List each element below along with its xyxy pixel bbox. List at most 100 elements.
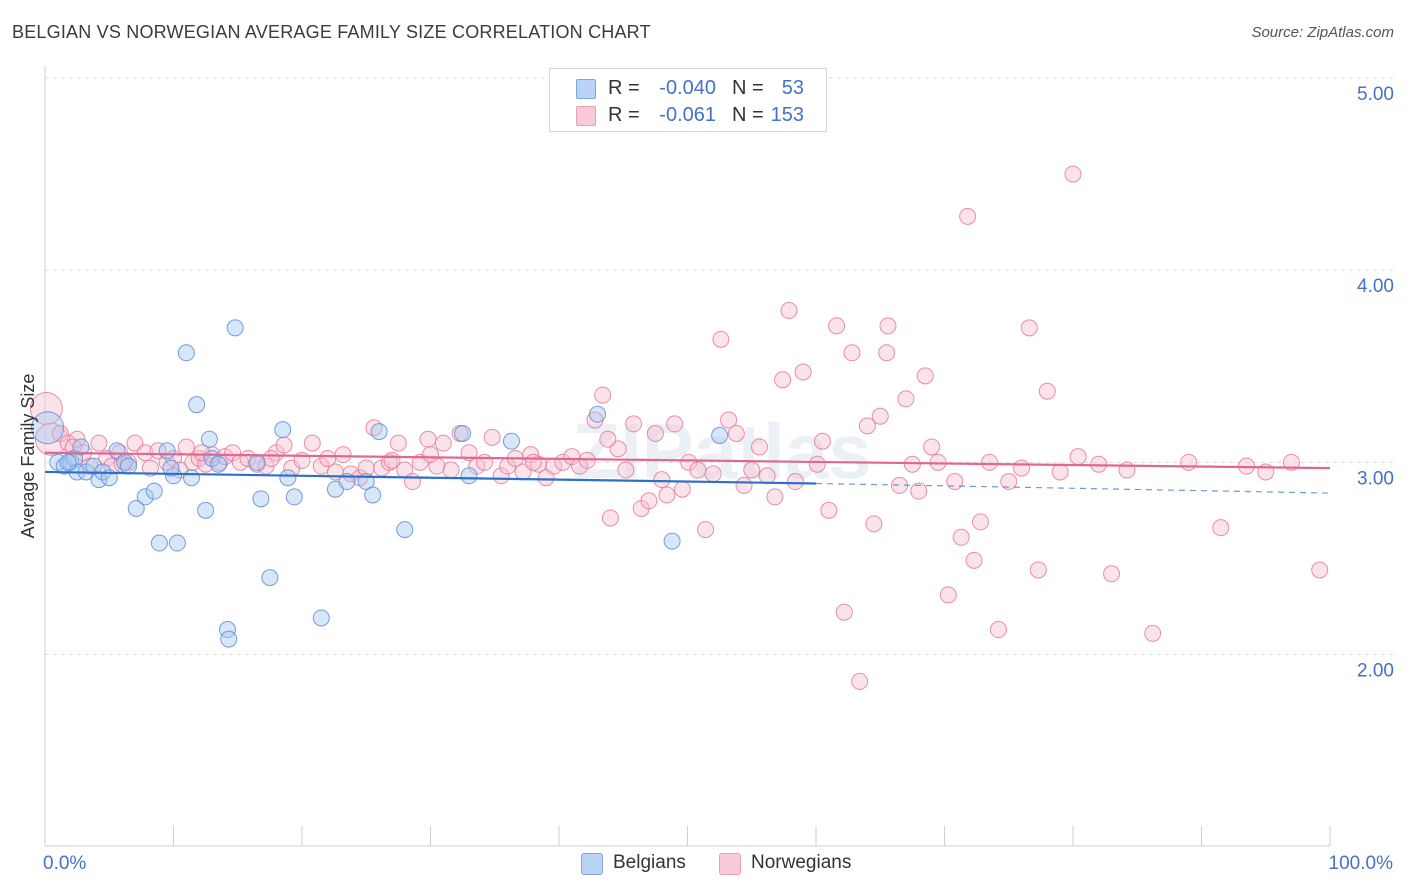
norwegians-point-107 (858, 417, 876, 435)
norwegians-point-148 (262, 449, 280, 467)
norwegians-point-117 (923, 438, 941, 456)
norwegians-point-87 (704, 465, 722, 483)
legend-label: Belgians (613, 852, 686, 873)
norwegians-point-40 (342, 465, 360, 483)
norwegians-trend-line (44, 451, 1331, 470)
belgians-point-24 (188, 396, 206, 414)
belgians-swatch (581, 853, 603, 875)
norwegians-point-39 (334, 446, 352, 464)
norwegians-point-152 (599, 430, 617, 448)
norwegians-point-73 (601, 509, 619, 527)
norwegians-point-85 (689, 461, 707, 479)
norwegians-point-149 (383, 451, 401, 469)
norwegians-point-128 (1013, 459, 1031, 477)
norwegians-point-96 (774, 371, 792, 389)
belgians-point-52 (460, 467, 478, 485)
belgians-point-28 (209, 455, 227, 473)
norwegians-point-140 (1212, 519, 1230, 537)
norwegians-point-45 (380, 453, 398, 471)
norwegians-point-86 (696, 521, 714, 539)
norwegians-point-120 (946, 473, 964, 491)
norwegians-swatch (576, 106, 596, 126)
norwegians-point-121 (952, 528, 970, 546)
norwegians-point-138 (1144, 624, 1162, 642)
norwegians-point-48 (404, 473, 422, 491)
belgians-point-44 (396, 521, 414, 539)
belgians-trend-extension (815, 482, 1331, 494)
norwegians-point-104 (835, 603, 853, 621)
norwegians-point-70 (578, 451, 596, 469)
belgians-point-47 (589, 405, 607, 423)
n-value: 153 (770, 104, 804, 126)
norwegians-point-136 (1103, 565, 1121, 583)
belgians-point-43 (370, 423, 388, 441)
belgians-point-49 (711, 426, 729, 444)
belgians-point-25 (197, 501, 215, 519)
norwegians-point-143 (1282, 453, 1300, 471)
norwegians-point-46 (389, 434, 407, 452)
norwegians-point-52 (434, 434, 452, 452)
norwegians-point-111 (879, 317, 897, 335)
norwegians-point-72 (594, 386, 612, 404)
correlation-legend: R = -0.040 N = 53 R = -0.061 N = 153 (549, 68, 827, 132)
source-credit: Source: ZipAtlas.com (1251, 24, 1394, 41)
norwegians-point-122 (959, 207, 977, 225)
norwegians-point-132 (1051, 463, 1069, 481)
norwegians-point-134 (1069, 448, 1087, 466)
norwegians-point-97 (780, 302, 798, 320)
belgians-point-18 (150, 534, 168, 552)
norwegians-point-105 (843, 344, 861, 362)
belgians-point-33 (252, 490, 270, 508)
norwegians-point-80 (653, 471, 671, 489)
norwegians-point-99 (794, 363, 812, 381)
norwegians-point-50 (419, 430, 437, 448)
gridlines (45, 77, 1396, 655)
norwegians-point-19 (177, 438, 195, 456)
norwegians-point-150 (422, 446, 439, 464)
norwegians-point-115 (910, 482, 928, 500)
norwegians-point-103 (828, 317, 846, 335)
norwegians-point-93 (750, 438, 768, 456)
norwegians-point-53 (442, 461, 460, 479)
chart-title: BELGIAN VS NORWEGIAN AVERAGE FAMILY SIZE… (12, 22, 651, 42)
y-tick-label-2: 4.00 (1357, 276, 1394, 297)
norwegians-point-130 (1029, 561, 1047, 579)
norwegians-point-78 (640, 492, 658, 510)
n-label: N = (732, 77, 764, 99)
belgians-point-51 (162, 459, 180, 477)
belgians-point-22 (177, 344, 195, 362)
belgians-point-17 (145, 482, 163, 500)
n-label: N = (732, 104, 764, 126)
norwegians-point-89 (720, 411, 738, 429)
belgians-point-32 (248, 453, 266, 471)
norwegians-point-124 (971, 513, 989, 531)
norwegians-point-123 (965, 551, 983, 569)
norwegians-point-13 (136, 444, 154, 462)
r-label: R = (608, 77, 640, 99)
norwegians-point-76 (625, 415, 643, 433)
norwegians-point-116 (916, 367, 934, 385)
norwegians-point-95 (766, 488, 784, 506)
x-tick-label-0: 0.0% (43, 853, 86, 874)
series-legend: Belgians Norwegians (0, 850, 1406, 878)
norwegians-point-92 (743, 461, 761, 479)
norwegians-point-88 (712, 330, 730, 348)
norwegians-point-91 (735, 476, 753, 494)
norwegians-points (29, 165, 1329, 690)
belgians-point-19 (158, 442, 176, 460)
norwegians-point-100 (808, 455, 826, 473)
norwegians-point-108 (865, 515, 883, 533)
norwegians-point-139 (1180, 453, 1198, 471)
tick-labels: 2.00 3.00 4.00 5.00 0.0% 100.0% Average Family… (18, 84, 1394, 874)
belgians-point-15 (127, 499, 145, 517)
trend-lines (44, 451, 1331, 494)
norwegians-point-102 (820, 501, 838, 519)
norwegians-point-90 (727, 425, 745, 443)
norwegians-point-82 (666, 415, 684, 433)
belgians-point-9 (90, 471, 108, 489)
norwegians-point-109 (871, 407, 889, 425)
norwegians-point-151 (524, 453, 542, 471)
belgians-point-45 (454, 425, 472, 443)
norwegians-point-101 (813, 432, 831, 450)
